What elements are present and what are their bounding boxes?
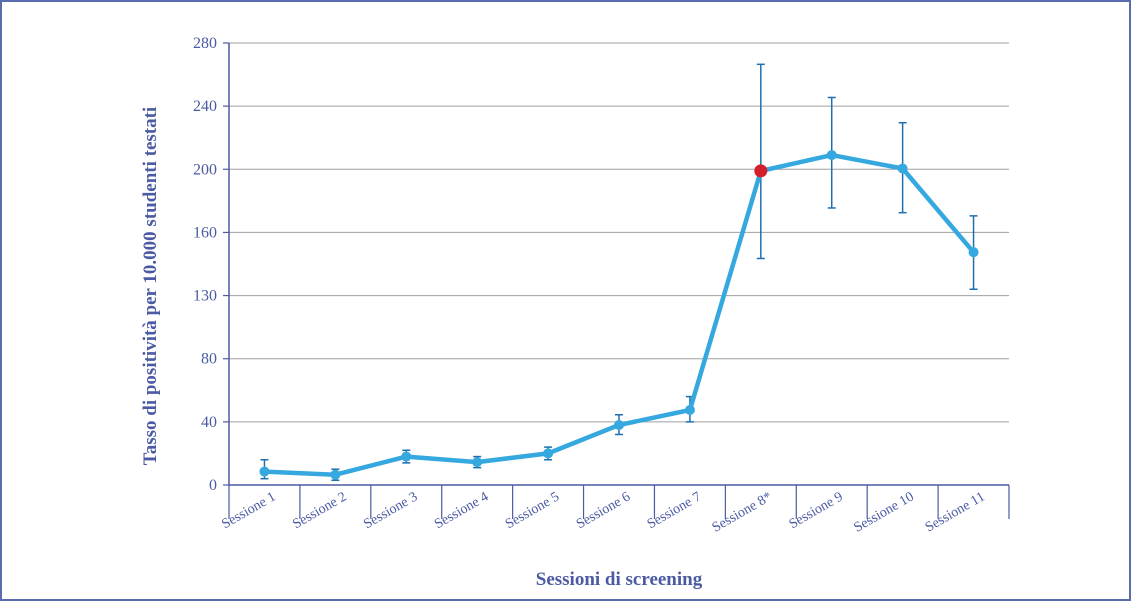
data-point (968, 247, 979, 258)
x-tick-label: Sessione 3 (361, 489, 420, 532)
data-points (259, 150, 979, 480)
data-point (401, 451, 412, 462)
y-tick-label: 0 (209, 477, 217, 494)
y-tick-label: 160 (193, 224, 217, 241)
x-axis: Sessione 1 Sessione 2 Sessione 3 Sessione 4… (219, 484, 1010, 536)
x-axis-title: Sessioni di screening (536, 569, 703, 590)
y-tick-label: 80 (201, 351, 217, 368)
x-tick-label: Sessione 8* (710, 489, 775, 535)
highlighted-data-point (754, 164, 768, 178)
x-tick-label: Sessione 4 (432, 489, 491, 532)
x-tick-label: Sessione 6 (574, 489, 633, 532)
y-tick-label: 240 (193, 98, 217, 115)
y-tick-label: 280 (193, 35, 217, 52)
data-point (684, 405, 695, 416)
data-point (259, 466, 270, 477)
data-point (826, 150, 837, 161)
data-point (543, 448, 554, 459)
data-point (614, 420, 624, 431)
y-axis-title: Tasso di positività per 10.000 studenti … (140, 107, 161, 465)
y-tick-label: 40 (201, 414, 217, 431)
x-tick-label: Sessione 5 (503, 489, 562, 532)
x-tick-label: Sessione 9 (787, 489, 846, 532)
x-tick-label: Sessione 1 (219, 489, 278, 532)
x-tick-label: Sessione 11 (923, 489, 988, 535)
x-tick-label: Sessione 7 (645, 489, 704, 532)
error-bars (260, 63, 978, 482)
data-point (472, 457, 483, 468)
data-point (330, 469, 341, 480)
y-tick-label: 130 (193, 288, 217, 305)
y-axis: 0 40 80 130 160 200 240 280 (193, 35, 230, 494)
x-tick-label: Sessione 10 (852, 489, 917, 535)
y-tick-label: 200 (193, 161, 217, 178)
x-tick-label: Sessione 2 (290, 489, 349, 532)
data-point (897, 163, 908, 174)
grid-lines (229, 42, 1009, 423)
